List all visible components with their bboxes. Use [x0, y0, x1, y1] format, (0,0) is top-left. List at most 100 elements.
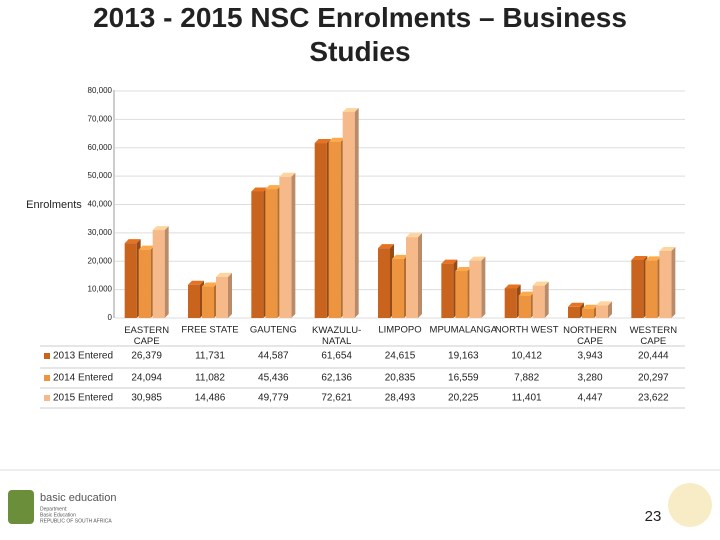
bar-top [441, 259, 458, 264]
coat-of-arms [8, 490, 34, 524]
logo-title: basic education [40, 492, 116, 504]
y-tick-label: 80,000 [88, 86, 113, 95]
bar [631, 259, 644, 318]
bar-top [596, 301, 612, 306]
bar [202, 286, 214, 318]
x-tick-label-line: KWAZULU- [312, 325, 361, 336]
table-value: 19,163 [448, 351, 479, 362]
bar-top [265, 185, 282, 190]
x-tick-label: MPUMALANGA [430, 325, 498, 336]
x-tick-label-line: CAPE [577, 336, 603, 347]
x-tick-label: KWAZULU-NATAL [312, 325, 361, 347]
bar-top [469, 256, 486, 261]
bar [596, 305, 608, 318]
bar-top [152, 226, 169, 231]
bar [568, 306, 580, 318]
table-value: 20,225 [448, 393, 479, 404]
bar [455, 271, 468, 318]
bar-top [532, 281, 549, 286]
bar [504, 288, 517, 318]
x-tick-label-line: CAPE [134, 336, 160, 347]
bar [582, 308, 594, 318]
bar [342, 111, 355, 318]
bar-side [354, 107, 359, 318]
bar [645, 260, 658, 318]
bar-top [378, 244, 394, 249]
legend-swatch [44, 395, 50, 401]
table-value: 28,493 [385, 393, 416, 404]
bar-top [138, 245, 155, 250]
x-tick-label-line: EASTERN [124, 325, 169, 336]
bar-top [279, 172, 296, 177]
table-value: 61,654 [321, 351, 352, 362]
table-value: 44,587 [258, 351, 289, 362]
table-value: 23,622 [638, 393, 669, 404]
bar-top [518, 291, 535, 296]
table-value: 16,559 [448, 373, 479, 384]
bar-top [659, 246, 676, 251]
x-tick-label: EASTERN CAPE [124, 325, 169, 347]
bar-top [314, 139, 331, 144]
x-tick-label: NORTHERN CAPE [563, 325, 617, 347]
anniversary-logo [668, 483, 712, 527]
bar-side [608, 301, 612, 318]
x-tick-label-line: NATAL [322, 336, 351, 347]
logo-line: Department: [40, 506, 68, 512]
bar [328, 141, 341, 318]
bar [124, 243, 137, 318]
x-tick-label-line: NORTHERN [563, 325, 617, 336]
bar [188, 284, 200, 318]
bar-top [504, 284, 521, 289]
y-tick-label: 10,000 [88, 285, 113, 294]
table-value: 62,136 [321, 373, 352, 384]
table-value: 3,943 [577, 351, 602, 362]
logo-line: Basic Education [40, 512, 76, 518]
page-number: 23 [645, 508, 662, 525]
bar-side [291, 172, 296, 318]
legend-label: 2014 Entered [53, 373, 113, 384]
x-tick-label: GAUTENG [250, 325, 297, 336]
bar [138, 249, 151, 318]
table-value: 10,412 [511, 351, 542, 362]
bar-side [228, 272, 232, 318]
legend-label: 2013 Entered [53, 351, 113, 362]
bar [251, 191, 264, 318]
chart-title: 2013 - 2015 NSC Enrolments – Business Stu… [93, 2, 627, 67]
bar-side [544, 281, 549, 318]
bar-top [188, 280, 204, 285]
table-value: 20,444 [638, 351, 669, 362]
table-value: 14,486 [195, 393, 226, 404]
table-value: 11,401 [512, 393, 542, 404]
legend-label: 2015 Entered [53, 393, 113, 404]
bar-side [164, 226, 169, 318]
bar-top [124, 239, 141, 244]
bar [659, 250, 672, 318]
bar-side [418, 233, 422, 318]
legend-swatch [44, 353, 50, 359]
table-value: 11,731 [195, 351, 225, 362]
table-value: 24,615 [385, 351, 416, 362]
table-value: 11,082 [195, 373, 225, 384]
bar-top [582, 304, 598, 309]
bar-top [328, 137, 345, 142]
x-tick-label: LIMPOPO [378, 325, 421, 336]
table-value: 24,094 [131, 373, 162, 384]
bar [518, 295, 531, 318]
x-tick-label: NORTH WEST [495, 325, 559, 336]
logo-line: REPUBLIC OF SOUTH AFRICA [40, 518, 112, 524]
bar-top [631, 255, 648, 260]
y-tick-label: 20,000 [88, 256, 113, 265]
y-tick-label: 0 [108, 313, 113, 322]
y-tick-label: 30,000 [88, 228, 113, 237]
table-value: 30,985 [131, 393, 162, 404]
bar-top [645, 256, 662, 261]
x-tick-label-line: WESTERN [630, 325, 678, 336]
title-line: 2013 - 2015 NSC Enrolments – Business [93, 2, 627, 33]
bar-top [216, 272, 232, 277]
table-value: 49,779 [258, 393, 289, 404]
bar [378, 248, 390, 318]
bar-top [202, 282, 218, 287]
bar [265, 189, 278, 318]
bar-top [342, 107, 359, 112]
